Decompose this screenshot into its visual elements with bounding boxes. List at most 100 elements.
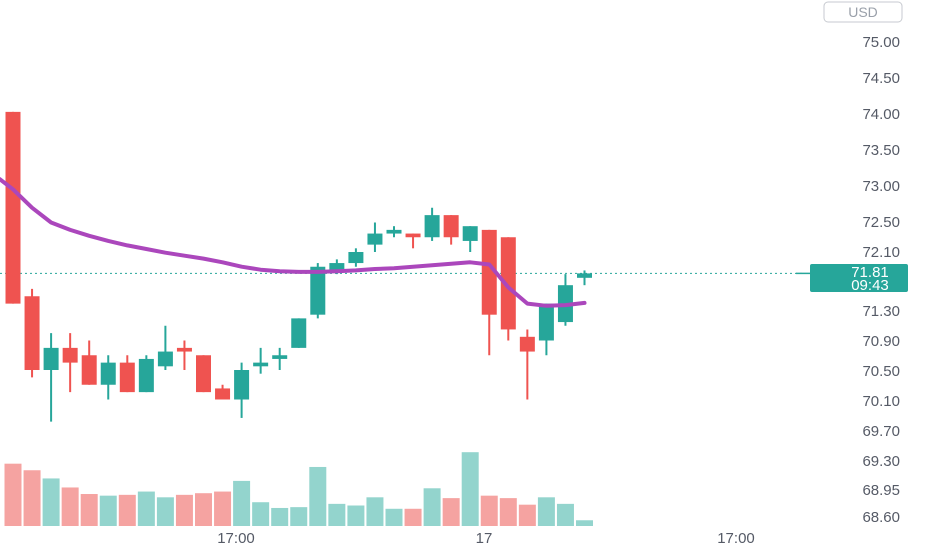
candle — [519, 329, 535, 400]
volume-bar — [480, 495, 498, 526]
candle — [405, 233, 421, 249]
x-tick-label: 17:00 — [217, 530, 255, 547]
volume-bar — [347, 505, 365, 526]
y-tick-label: 70.50 — [862, 363, 900, 380]
y-tick-label: 70.90 — [862, 333, 900, 350]
candle-body — [462, 226, 478, 241]
candle — [157, 325, 173, 370]
volume-bar — [4, 463, 22, 526]
candle — [100, 355, 116, 400]
y-tick-label: 74.00 — [862, 106, 900, 123]
price-axis-ticks: 75.00 74.50 74.00 73.50 73.00 72.50 72.10 71.30… — [862, 34, 900, 526]
y-tick-label: 73.50 — [862, 142, 900, 159]
volume-bar — [385, 508, 403, 526]
candle — [176, 340, 192, 370]
candle — [291, 318, 307, 348]
candle-body — [119, 362, 135, 393]
candle-body — [500, 237, 516, 330]
volume-bar — [271, 507, 289, 526]
time-axis[interactable]: 17:00 17 17:00 — [217, 530, 755, 547]
volume-bar — [461, 452, 479, 526]
candle-body — [81, 355, 97, 385]
candle — [24, 288, 40, 378]
volume-bar — [328, 503, 346, 526]
y-tick-label: 68.60 — [862, 509, 900, 526]
candle — [557, 274, 573, 326]
candle — [424, 207, 440, 241]
candle — [386, 226, 402, 238]
volume-bar — [137, 491, 155, 526]
volume-bar — [156, 497, 174, 526]
volume-bar — [214, 491, 232, 526]
y-tick-label: 69.30 — [862, 453, 900, 470]
candle-body — [157, 351, 173, 367]
candle-body — [5, 111, 21, 304]
volume-bar — [80, 494, 98, 526]
candle-body — [291, 318, 307, 348]
candle-body — [215, 388, 231, 400]
candle-body — [138, 358, 154, 393]
candle — [196, 355, 211, 393]
countdown-label: 09:43 — [851, 277, 889, 294]
candle — [367, 222, 383, 252]
currency-button[interactable] — [823, 1, 903, 23]
y-tick-label: 71.30 — [862, 303, 900, 320]
candle-body — [329, 263, 345, 271]
volume-bar — [404, 508, 422, 526]
candle — [43, 333, 59, 422]
y-tick-label: 68.95 — [862, 482, 900, 499]
x-tick-label: 17:00 — [717, 530, 755, 547]
candle-body — [443, 215, 459, 238]
y-tick-label: 73.00 — [862, 178, 900, 195]
candle — [577, 270, 592, 286]
volume-bar — [309, 466, 327, 526]
candle — [215, 384, 231, 400]
moving-average-line — [0, 177, 587, 308]
candle — [234, 362, 250, 418]
volume-bar — [366, 497, 384, 526]
price-axis[interactable]: USD 75.0074.5074.0073.5073.0072.5072.107… — [823, 1, 903, 526]
candle — [348, 248, 364, 267]
candle-body — [481, 229, 497, 315]
currency-label: USD — [848, 4, 878, 20]
y-tick-label: 69.70 — [862, 423, 900, 440]
volume-bar — [233, 480, 251, 526]
candle-body — [253, 362, 269, 367]
candle-body — [62, 347, 78, 363]
volume-bar — [118, 494, 136, 526]
candlesticks — [5, 111, 592, 422]
volume-bar — [99, 495, 117, 526]
candle — [481, 229, 497, 356]
volume-bar — [518, 504, 536, 526]
candle-body — [176, 347, 192, 352]
current-price-tag: 71.81 09:43 — [796, 264, 908, 294]
candle — [81, 340, 97, 385]
volume-bar — [423, 488, 441, 526]
volume-bar — [442, 498, 460, 526]
candle-body — [519, 336, 535, 352]
candle — [538, 303, 554, 356]
candle-body — [367, 233, 383, 245]
candle-body — [100, 362, 116, 385]
volume-bar — [61, 487, 79, 526]
candle-body — [272, 355, 288, 359]
candle — [253, 347, 269, 374]
candle-body — [348, 252, 364, 264]
volume-bar — [576, 520, 593, 526]
candle-body — [310, 266, 326, 315]
price-tag-box — [810, 264, 908, 292]
volume-bar — [23, 470, 41, 526]
y-tick-label: 75.00 — [862, 34, 900, 51]
x-tick-label: 17 — [476, 530, 493, 547]
volume-bar — [195, 493, 212, 526]
candle-body — [577, 273, 592, 278]
candle-body — [424, 215, 440, 238]
candle — [443, 215, 459, 245]
volume-bar — [42, 478, 60, 526]
candle — [5, 111, 21, 304]
candle — [272, 347, 288, 370]
candle-body — [538, 303, 554, 341]
y-tick-label: 74.50 — [862, 70, 900, 87]
volume-bars — [4, 452, 593, 526]
